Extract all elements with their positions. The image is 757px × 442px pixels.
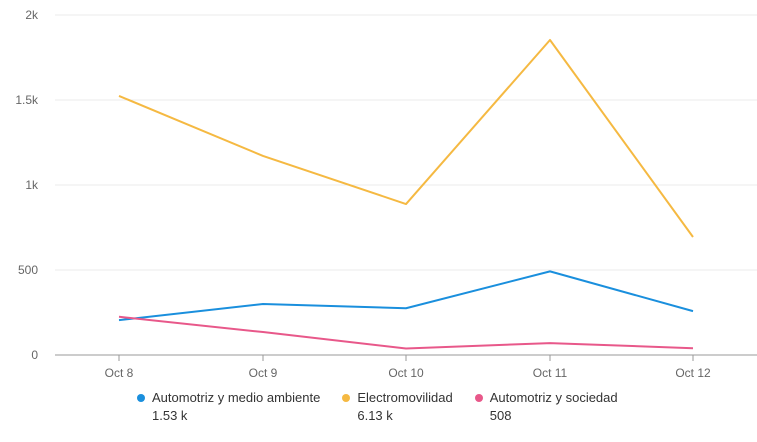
y-tick-label: 0: [31, 348, 38, 362]
series-line: [118, 315, 694, 350]
y-tick-label: 2k: [25, 8, 39, 22]
y-tick-label: 500: [18, 263, 38, 277]
legend-total: 6.13 k: [357, 408, 393, 423]
x-tick-label: Oct 12: [675, 366, 711, 380]
legend-item[interactable]: Automotriz y sociedad 508: [474, 390, 618, 423]
series-line: [118, 38, 694, 238]
x-tick-label: Oct 8: [105, 366, 134, 380]
series-line: [118, 270, 694, 322]
legend-text: Automotriz y sociedad 508: [490, 390, 618, 423]
x-tick-label: Oct 9: [249, 366, 278, 380]
legend-total: 1.53 k: [152, 408, 188, 423]
legend-item[interactable]: Automotriz y medio ambiente 1.53 k: [137, 390, 320, 423]
legend-text: Electromovilidad 6.13 k: [357, 390, 452, 423]
legend-label: Automotriz y medio ambiente: [152, 390, 321, 405]
legend-label: Automotriz y sociedad: [489, 390, 618, 405]
x-tick-label: Oct 11: [533, 366, 568, 380]
y-tick-label: 1.5k: [15, 93, 39, 107]
line-chart: 0 500 1k 1.5k 2k Oct 8 Oct 9 Oct 10 Oct 11 Oct 12: [15, 8, 757, 380]
legend-dot-icon: [137, 394, 145, 402]
legend: Automotriz y medio ambiente 1.53 k Electro…: [137, 390, 640, 423]
legend-text: Automotriz y medio ambiente 1.53 k: [152, 390, 320, 423]
legend-total: 508: [489, 408, 512, 423]
y-tick-label: 1k: [25, 178, 39, 192]
legend-label: Electromovilidad: [357, 390, 453, 405]
legend-dot-icon: [474, 394, 483, 402]
legend-item[interactable]: Electromovilidad 6.13 k: [342, 390, 453, 423]
legend-dot-icon: [342, 394, 351, 402]
x-tick-label: Oct 10: [388, 366, 424, 380]
